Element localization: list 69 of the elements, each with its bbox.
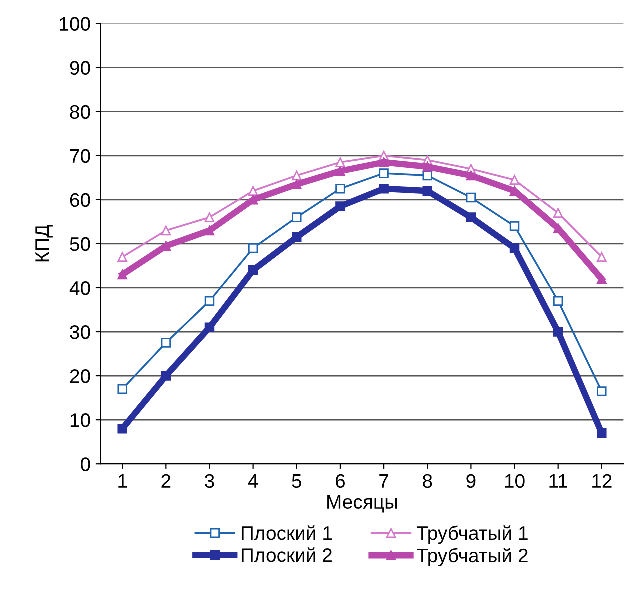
point	[336, 184, 346, 194]
point	[336, 158, 346, 168]
point	[553, 327, 564, 337]
legend-label: Трубчатый 2	[416, 548, 528, 566]
point	[466, 192, 476, 203]
point	[510, 221, 520, 232]
point	[597, 386, 607, 396]
point	[597, 274, 607, 284]
x-tick-label: 7	[380, 474, 388, 488]
point	[379, 158, 389, 168]
y-tick-label: 70	[70, 149, 90, 164]
point	[204, 212, 215, 222]
x-tick-label: 8	[423, 474, 432, 488]
point	[336, 166, 346, 176]
point	[118, 384, 128, 394]
point	[510, 243, 520, 254]
legend-label: Трубчатый 1	[416, 526, 528, 544]
y-tick-label: 20	[70, 370, 90, 384]
point	[292, 170, 302, 181]
point	[161, 371, 172, 381]
x-axis-title: Месяцы	[328, 495, 398, 513]
x-tick-label: 12	[592, 474, 612, 488]
y-tick-label: 60	[70, 193, 90, 208]
point	[248, 266, 258, 276]
point	[292, 180, 302, 190]
point	[422, 186, 432, 196]
y-tick-label: 40	[70, 281, 90, 296]
y-tick-label: 80	[70, 105, 90, 120]
point	[248, 243, 258, 254]
point	[204, 226, 215, 236]
x-tick-label: 10	[505, 474, 525, 488]
y-tick-label: 0	[81, 458, 90, 472]
point	[379, 168, 389, 178]
point	[204, 296, 215, 306]
y-tick-label: 10	[70, 414, 90, 428]
point	[161, 338, 172, 348]
y-tick-label: 90	[70, 61, 90, 76]
y-axis-title: КПД	[36, 225, 53, 262]
point	[379, 184, 389, 194]
point	[553, 208, 564, 218]
legend-label: Плоский 2	[242, 548, 332, 562]
point	[292, 232, 302, 242]
x-tick-label: 1	[118, 474, 128, 488]
y-tick-label: 50	[70, 237, 90, 252]
x-tick-label: 11	[550, 474, 568, 488]
x-tick-label: 2	[162, 474, 171, 488]
x-tick-label: 3	[205, 474, 214, 488]
x-tick-label: 9	[466, 474, 476, 488]
legend-label: Плоский 1	[242, 526, 332, 540]
point	[466, 212, 476, 222]
point	[118, 424, 128, 434]
point	[204, 322, 215, 332]
y-tick-label: 100	[60, 17, 90, 32]
point	[292, 212, 302, 222]
point	[336, 202, 346, 212]
point	[422, 162, 432, 172]
point	[466, 170, 476, 181]
x-tick-label: 4	[248, 474, 258, 488]
point	[248, 186, 258, 196]
x-tick-label: 6	[336, 474, 346, 488]
point	[510, 175, 520, 185]
point	[161, 226, 172, 236]
point	[597, 428, 607, 438]
point	[553, 296, 564, 306]
point	[118, 252, 128, 262]
point	[597, 252, 607, 262]
x-tick-label: 5	[292, 474, 302, 488]
y-tick-label: 30	[70, 325, 90, 340]
point	[118, 270, 128, 280]
